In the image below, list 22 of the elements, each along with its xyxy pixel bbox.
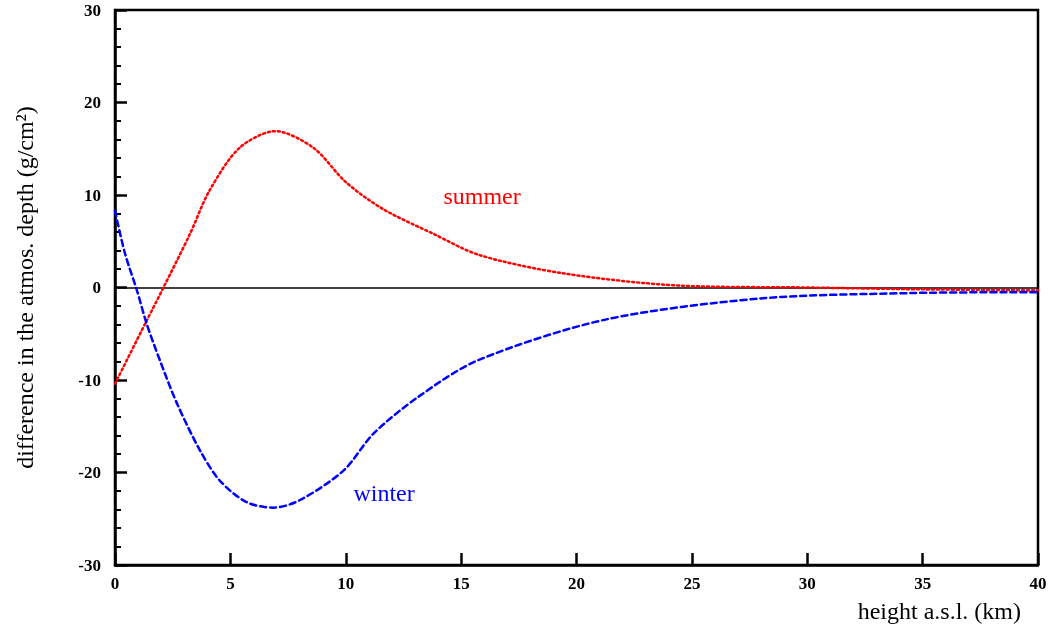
y-tick-label: 10 [84,185,101,205]
series-label: summer [443,182,521,209]
y-tick-label: 20 [84,93,101,112]
x-tick-label: 5 [226,574,235,593]
y-tick-label: -20 [78,463,101,482]
x-axis-title: height a.s.l. (km) [857,598,1021,624]
x-tick-label: 20 [568,574,585,593]
x-tick-label: 10 [337,574,355,593]
x-tick-label: 25 [683,574,701,593]
series-label: winter [353,479,415,506]
x-tick-label: 0 [110,574,120,593]
y-tick-label: -10 [78,370,101,390]
y-tick-label: 0 [92,278,101,297]
x-tick-label: 30 [798,574,816,593]
x-tick-label: 40 [1029,574,1047,593]
y-tick-label: -30 [78,555,101,575]
y-tick-label: 30 [84,0,101,20]
x-tick-label: 35 [914,574,932,593]
x-tick-label: 15 [452,574,470,593]
y-axis-title: difference in the atmos. depth (g/cm²) [12,106,38,469]
line-series [113,129,1040,385]
line-series [113,209,1040,509]
